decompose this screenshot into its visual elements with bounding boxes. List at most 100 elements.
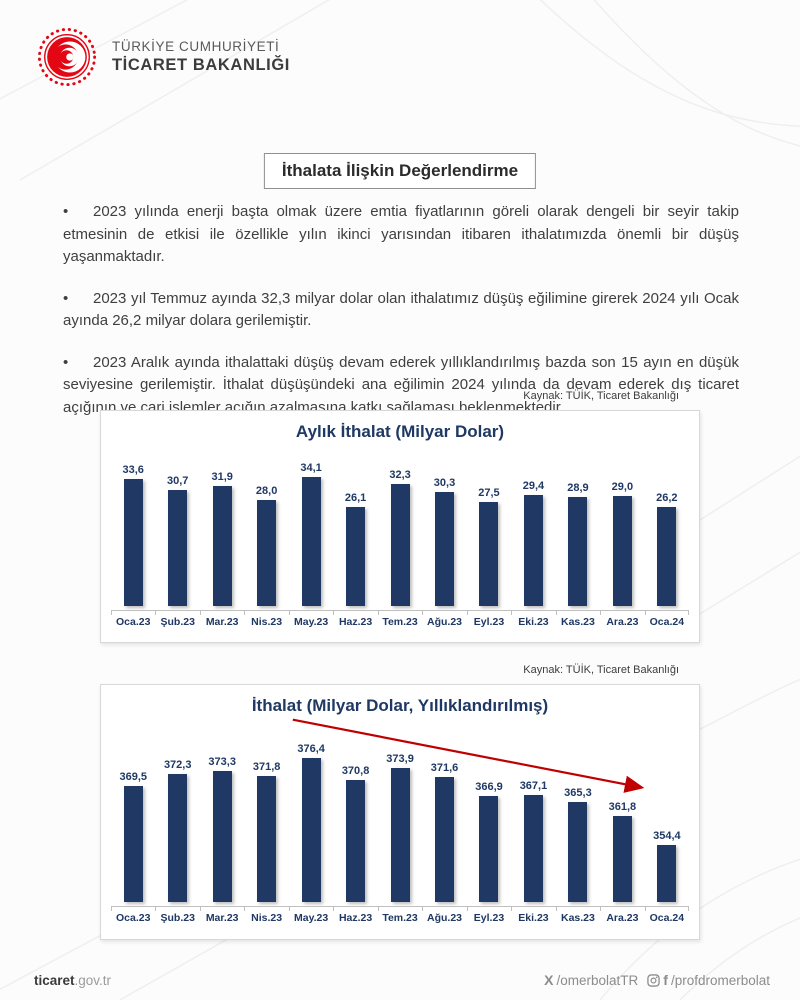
facebook-icon: f xyxy=(663,972,668,988)
bar-column: 34,1 xyxy=(289,462,333,606)
bar-value-label: 29,4 xyxy=(522,479,545,492)
bar-column: 367,1 xyxy=(511,780,555,902)
bar-value-label: 28,0 xyxy=(255,485,278,498)
ministry-logo-icon xyxy=(37,27,97,87)
bar-column: 376,4 xyxy=(289,743,333,902)
bar-column: 361,8 xyxy=(600,801,644,902)
bullet-marker: • xyxy=(63,289,69,307)
bar xyxy=(390,768,410,902)
x-axis-label: Şub.23 xyxy=(155,611,199,628)
bar xyxy=(390,484,410,606)
bullet-text: 2023 Aralık ayında ithalattaki düşüş dev… xyxy=(63,353,739,416)
x-axis-label: Oca.24 xyxy=(644,907,689,924)
bar-value-label: 369,5 xyxy=(119,770,147,783)
bar-column: 371,6 xyxy=(422,762,466,902)
x-axis-label: Nis.23 xyxy=(244,907,288,924)
bar-column: 370,8 xyxy=(333,765,377,902)
x-axis: Oca.23 Şub.23 Mar.23 Nis.23 May.23 Haz.23 Tem.… xyxy=(111,906,689,924)
plot-area: 33,6 30,7 31,9 28,0 34,1 26,1 32,3 30,3 27,5 29,4… xyxy=(101,454,699,606)
x-axis-label: Oca.23 xyxy=(111,907,155,924)
bar-value-label: 373,3 xyxy=(208,755,236,768)
bar-value-label: 361,8 xyxy=(608,800,637,813)
bar xyxy=(346,507,366,606)
bar xyxy=(168,774,188,902)
bar-column: 365,3 xyxy=(556,787,600,902)
bar-column: 28,9 xyxy=(556,482,600,606)
x-axis-label: Tem.23 xyxy=(377,907,422,924)
bar xyxy=(123,785,143,902)
bar xyxy=(123,479,143,606)
bar-value-label: 370,8 xyxy=(341,765,370,778)
chart-title: İthalat (Milyar Dolar, Yıllıklandırılmış… xyxy=(251,696,549,715)
plot-area: 369,5 372,3 373,3 371,8 376,4 370,8 373,9 371,6… xyxy=(101,726,699,902)
ministry-name: TÜRKİYE CUMHURİYETİ TİCARET BAKANLIĞI xyxy=(112,39,290,75)
bullet-marker: • xyxy=(63,353,69,371)
bar-value-label: 372,3 xyxy=(163,759,192,772)
bar xyxy=(523,795,543,902)
x-axis-label: May.23 xyxy=(288,611,333,628)
bar-value-label: 354,4 xyxy=(653,830,681,843)
bullet-paragraph-2: • 2023 yıl Temmuz ayında 32,3 milyar dola… xyxy=(63,288,739,333)
bar-value-label: 29,0 xyxy=(611,481,634,494)
bar xyxy=(657,845,677,902)
x-axis-label: Haz.23 xyxy=(333,907,377,924)
x-handle-link[interactable]: X/omerbolatTR xyxy=(544,972,638,988)
social-handle-link[interactable]: f/profdromerbolat xyxy=(647,972,770,988)
x-handle-text: /omerbolatTR xyxy=(556,972,639,988)
x-axis-label: Ağu.23 xyxy=(422,611,466,628)
bar xyxy=(301,477,321,606)
bar xyxy=(612,815,632,902)
bar xyxy=(168,490,188,606)
chart-title: Aylık İthalat (Milyar Dolar) xyxy=(295,422,505,441)
bullet-marker: • xyxy=(63,203,69,220)
bar-value-label: 26,2 xyxy=(656,492,678,504)
bar xyxy=(301,758,321,902)
x-axis-label: Tem.23 xyxy=(377,611,422,628)
bar-column: 30,3 xyxy=(422,476,466,606)
bar-value-label: 376,4 xyxy=(297,743,325,756)
bar-value-label: 32,3 xyxy=(389,469,411,481)
bar-value-label: 28,9 xyxy=(567,481,589,494)
bar-column: 26,2 xyxy=(645,492,689,606)
bar-value-label: 27,5 xyxy=(478,487,500,500)
page-title: İthalata İlişkin Değerlendirme xyxy=(263,153,537,189)
x-axis-label: Nis.23 xyxy=(244,611,288,628)
bar xyxy=(346,780,366,902)
bar-column: 27,5 xyxy=(467,487,511,606)
bar xyxy=(212,485,232,606)
bar xyxy=(435,777,455,902)
bar-value-label: 371,8 xyxy=(252,761,281,774)
x-axis-label: May.23 xyxy=(288,907,333,924)
bar-value-label: 30,3 xyxy=(433,476,456,489)
bar xyxy=(257,776,277,902)
x-axis-label: Eyl.23 xyxy=(466,907,511,924)
bar-column: 371,8 xyxy=(244,761,288,902)
bar xyxy=(612,496,632,606)
bar-column: 29,0 xyxy=(600,481,644,606)
x-axis-label: Oca.24 xyxy=(644,611,689,628)
footer-website-link[interactable]: ticaret.gov.tr xyxy=(34,973,111,988)
bar-value-label: 373,9 xyxy=(386,753,414,766)
bar-value-label: 31,9 xyxy=(211,470,233,483)
bar-column: 32,3 xyxy=(378,469,422,606)
bar-column: 30,7 xyxy=(155,475,199,606)
bullet-text: 2023 yılında enerji başta olmak üzere em… xyxy=(63,203,739,265)
social-handle-text: /profdromerbolat xyxy=(670,972,770,988)
x-axis-label: Eki.23 xyxy=(511,611,555,628)
bar-value-label: 33,6 xyxy=(122,464,144,477)
chart-monthly-imports: Aylık İthalat (Milyar Dolar) 33,6 30,7 31,… xyxy=(100,410,700,643)
source-note-chart-1: Kaynak: TÜİK, Ticaret Bakanlığı xyxy=(523,390,679,402)
bar-column: 373,3 xyxy=(200,755,244,902)
bar-column: 369,5 xyxy=(111,770,155,902)
footer-site-rest: .gov.tr xyxy=(74,973,112,988)
x-axis-label: Kas.23 xyxy=(555,611,600,628)
x-axis-label: Ara.23 xyxy=(600,907,644,924)
bullet-paragraph-1: • 2023 yılında enerji başta olmak üzere e… xyxy=(63,201,739,269)
bar-value-label: 365,3 xyxy=(564,787,592,800)
bar xyxy=(568,496,588,606)
chart-annualized-imports: İthalat (Milyar Dolar, Yıllıklandırılmış… xyxy=(100,684,700,940)
ministry-line1: TÜRKİYE CUMHURİYETİ xyxy=(112,39,280,54)
bar-value-label: 371,6 xyxy=(430,762,459,775)
bar-column: 372,3 xyxy=(155,759,199,902)
